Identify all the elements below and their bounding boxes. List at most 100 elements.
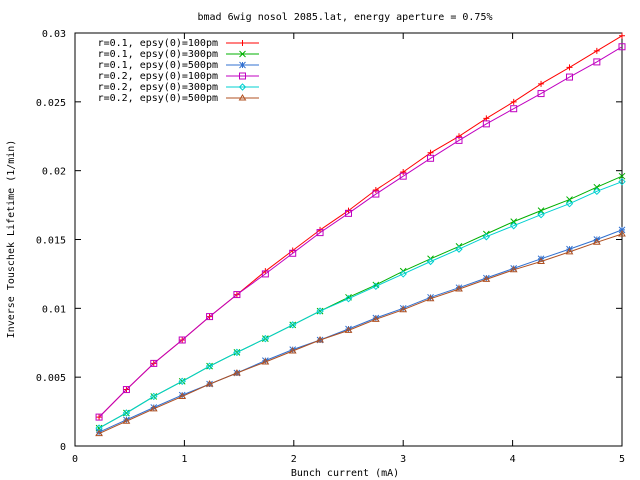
data-point xyxy=(233,291,241,299)
legend-label: r=0.2, epsy(0)=100pm xyxy=(98,71,218,82)
data-point xyxy=(482,120,490,128)
data-point xyxy=(427,293,434,301)
legend-item: r=0.1, epsy(0)=300pm xyxy=(98,49,259,60)
series-line xyxy=(98,229,623,433)
chart-title: bmad 6wig nosol 2085.lat, energy apertur… xyxy=(197,12,492,23)
data-point xyxy=(510,265,518,272)
y-tick-label: 0.005 xyxy=(36,373,66,384)
y-tick-label: 0.025 xyxy=(36,98,66,109)
legend-item: r=0.2, epsy(0)=500pm xyxy=(98,93,259,104)
data-point xyxy=(537,207,545,214)
x-axis-label: Bunch current (mA) xyxy=(291,468,399,479)
data-point xyxy=(593,183,601,191)
data-point xyxy=(344,326,353,333)
legend-label: r=0.2, epsy(0)=300pm xyxy=(98,82,218,93)
data-point xyxy=(178,336,186,344)
data-point xyxy=(592,238,601,245)
data-point xyxy=(372,186,379,193)
data-point xyxy=(399,304,407,312)
data-point xyxy=(399,172,407,180)
data-point xyxy=(372,314,380,322)
data-point xyxy=(399,270,407,278)
data-point xyxy=(618,172,626,180)
data-point xyxy=(239,50,246,58)
data-point xyxy=(482,233,491,241)
legend-label: r=0.1, epsy(0)=300pm xyxy=(98,49,218,60)
data-point xyxy=(483,115,490,122)
data-point xyxy=(316,229,324,237)
data-point xyxy=(455,245,463,253)
legend-item: r=0.2, epsy(0)=300pm xyxy=(98,82,259,93)
data-point xyxy=(372,282,380,291)
axes-layer: 0 1 2 3 4 5 0 0.005 0.01 0.015 0.02 0.025 0.03 xyxy=(36,29,625,465)
legend-item: r=0.1, epsy(0)=100pm xyxy=(98,38,259,49)
series-line xyxy=(98,233,623,435)
series-layer xyxy=(95,32,626,437)
data-point xyxy=(345,209,352,217)
series-2 xyxy=(95,172,626,432)
data-point xyxy=(149,404,158,412)
series-line xyxy=(98,181,623,429)
data-point xyxy=(510,105,518,113)
data-point xyxy=(537,257,545,265)
data-point xyxy=(96,414,103,421)
y-tick-label: 0.02 xyxy=(42,167,66,178)
data-point xyxy=(262,357,269,365)
data-point xyxy=(261,358,270,365)
data-point xyxy=(261,334,270,343)
data-point xyxy=(455,285,463,292)
series-6 xyxy=(95,230,626,437)
data-point xyxy=(205,380,214,387)
data-point xyxy=(316,307,324,315)
data-point xyxy=(205,362,214,370)
legend-item: r=0.2, epsy(0)=100pm xyxy=(98,71,259,82)
data-point xyxy=(344,294,353,303)
legend-item: r=0.1, epsy(0)=500pm xyxy=(98,60,259,71)
x-tick-label: 5 xyxy=(619,454,625,465)
y-axis-label: Inverse Touschek Lifetime (1/min) xyxy=(6,140,17,339)
data-point xyxy=(178,392,187,399)
data-point xyxy=(178,377,186,386)
data-point xyxy=(618,226,626,234)
data-point xyxy=(482,274,490,282)
series-line xyxy=(98,46,623,418)
data-point xyxy=(95,413,103,421)
data-point xyxy=(618,230,626,237)
data-point xyxy=(123,416,130,424)
data-point xyxy=(288,321,297,329)
data-point xyxy=(426,294,435,302)
data-point xyxy=(122,409,131,417)
data-point xyxy=(150,392,158,401)
data-point xyxy=(239,40,246,46)
data-point xyxy=(455,284,463,292)
data-point xyxy=(178,391,186,399)
data-point xyxy=(455,133,462,140)
data-point xyxy=(150,404,158,411)
data-point xyxy=(566,196,573,203)
data-point xyxy=(593,47,600,54)
data-point xyxy=(206,313,214,321)
data-point xyxy=(509,222,518,230)
data-point xyxy=(239,61,246,69)
legend-label: r=0.1, epsy(0)=500pm xyxy=(98,60,218,71)
data-point xyxy=(233,369,241,376)
x-tick-label: 0 xyxy=(72,454,78,465)
data-point xyxy=(345,325,352,333)
data-point xyxy=(565,73,573,81)
data-point xyxy=(238,94,247,101)
series-4 xyxy=(95,43,626,421)
data-point xyxy=(400,169,407,176)
data-point xyxy=(289,249,297,257)
x-tick-label: 2 xyxy=(291,454,297,465)
data-point xyxy=(95,429,103,437)
data-point xyxy=(538,80,545,87)
data-point xyxy=(510,98,517,105)
series-3 xyxy=(95,226,626,436)
data-point xyxy=(565,247,574,255)
data-point xyxy=(261,270,269,278)
data-point xyxy=(593,187,601,196)
data-point xyxy=(316,336,324,343)
data-point xyxy=(537,211,545,219)
x-tick-label: 1 xyxy=(181,454,187,465)
data-point xyxy=(566,64,573,71)
